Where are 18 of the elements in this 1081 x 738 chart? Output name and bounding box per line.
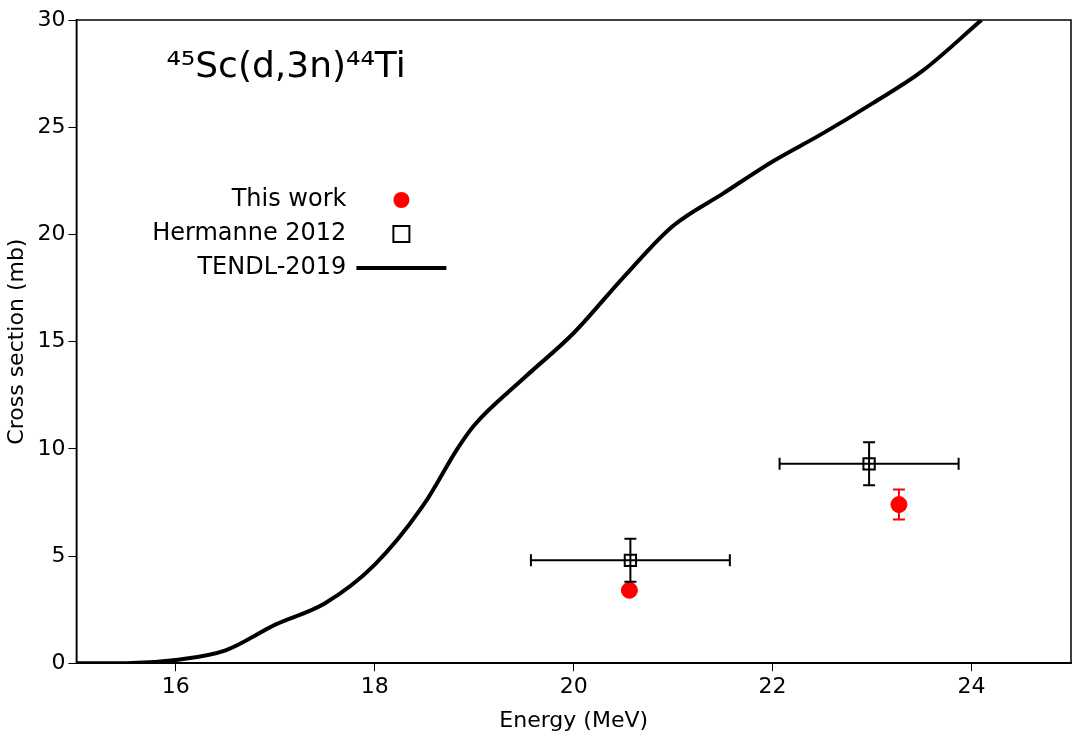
x-tick-label: 24 <box>957 673 986 699</box>
x-axis-title: Energy (MeV) <box>499 706 649 732</box>
x-tick-label: 22 <box>758 673 787 699</box>
y-tick-label: 20 <box>37 220 66 246</box>
x-tick-label: 18 <box>360 673 389 699</box>
y-axis-title: Cross section (mb) <box>2 238 28 445</box>
legend-label: This work <box>230 184 347 213</box>
y-tick-label: 5 <box>51 541 66 567</box>
y-tick-label: 25 <box>37 112 66 138</box>
y-tick-label: 0 <box>51 648 66 674</box>
y-tick-label: 30 <box>37 5 66 31</box>
x-tick-label: 20 <box>559 673 588 699</box>
annotation: ⁴⁵Sc(d,3n)⁴⁴Ti <box>166 44 406 86</box>
y-tick-label: 10 <box>37 434 66 460</box>
x-tick-label: 16 <box>161 673 190 699</box>
y-tick-label: 15 <box>37 327 66 353</box>
legend-label: Hermanne 2012 <box>152 218 347 247</box>
legend-label: TENDL-2019 <box>196 252 347 281</box>
